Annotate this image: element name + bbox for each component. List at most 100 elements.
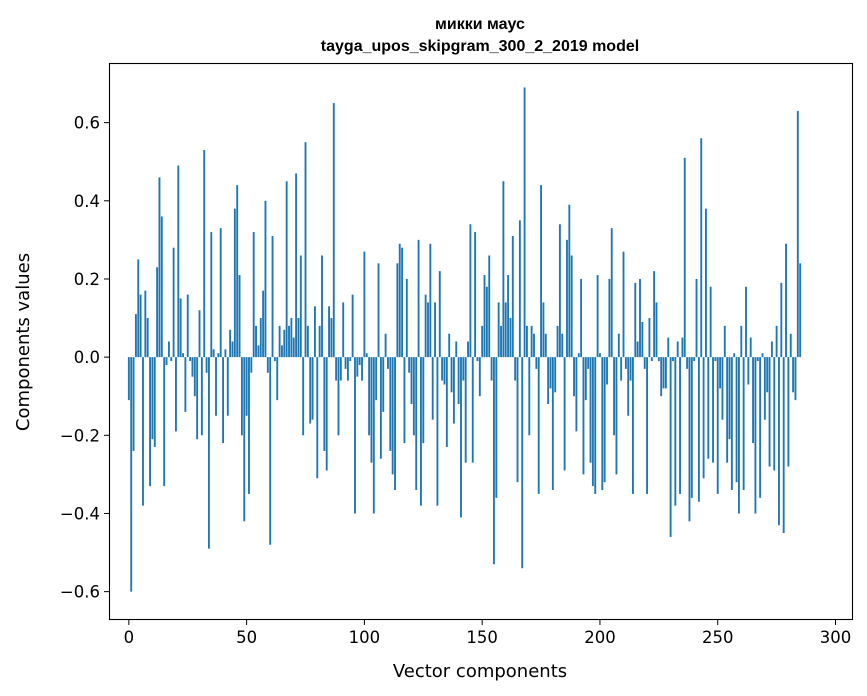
- bar: [295, 173, 298, 358]
- y-tick-label: 0.6: [74, 114, 100, 133]
- bar: [518, 220, 521, 358]
- bar: [591, 357, 594, 487]
- y-tick-label: 0.2: [74, 270, 100, 289]
- bar: [474, 232, 477, 358]
- bar: [714, 357, 717, 362]
- bar: [509, 318, 512, 358]
- bar: [212, 349, 215, 358]
- bar: [455, 341, 458, 358]
- bar: [382, 357, 385, 412]
- bar: [752, 357, 754, 444]
- bar: [460, 357, 462, 518]
- bar: [761, 353, 764, 358]
- plot-frame: [108, 62, 854, 621]
- chart-subtitle: tayga_upos_skipgram_300_2_2019 model: [321, 38, 639, 55]
- bar: [584, 357, 587, 401]
- x-axis-label: Vector components: [393, 661, 567, 682]
- bar: [387, 357, 389, 369]
- bar: [205, 357, 208, 373]
- bar: [789, 333, 792, 358]
- bar: [427, 302, 429, 358]
- bar: [309, 357, 312, 424]
- bar: [358, 357, 361, 365]
- bar: [792, 357, 795, 393]
- bar: [441, 357, 444, 381]
- bar: [773, 357, 776, 471]
- bar: [601, 357, 604, 491]
- bar: [476, 357, 479, 362]
- bar: [200, 357, 203, 436]
- x-tick-label: 0: [124, 628, 135, 647]
- bar: [142, 357, 144, 506]
- bar: [394, 357, 396, 491]
- bar: [544, 333, 547, 358]
- bar: [262, 290, 265, 358]
- bar: [175, 357, 177, 432]
- bar: [785, 243, 787, 358]
- bar: [528, 357, 531, 436]
- y-tick-label: −0.6: [60, 583, 100, 602]
- bar: [535, 357, 538, 369]
- bar: [662, 357, 665, 389]
- bar: [471, 357, 474, 463]
- bar: [719, 357, 722, 389]
- bar: [782, 357, 785, 534]
- x-tick-label: 150: [466, 628, 498, 647]
- bar: [356, 357, 359, 377]
- bar: [525, 325, 528, 358]
- bar: [686, 357, 689, 369]
- bar: [210, 232, 213, 358]
- bar: [224, 349, 227, 358]
- bar: [624, 357, 627, 369]
- bar: [523, 87, 526, 358]
- bar: [252, 232, 255, 358]
- bar: [346, 357, 349, 381]
- y-tick-label: −0.2: [60, 426, 100, 445]
- bar: [681, 337, 684, 358]
- bar: [617, 333, 620, 358]
- bar: [587, 357, 590, 369]
- bar: [530, 325, 533, 358]
- bar: [290, 318, 293, 358]
- bar: [273, 357, 276, 362]
- bar: [728, 357, 731, 440]
- bar: [160, 216, 163, 358]
- bar: [363, 251, 366, 358]
- bar: [375, 357, 378, 401]
- bar: [250, 357, 253, 373]
- bar: [639, 278, 641, 358]
- bar: [445, 357, 448, 448]
- bar: [285, 181, 288, 358]
- bar: [589, 357, 592, 463]
- bar: [419, 357, 422, 506]
- bar: [641, 321, 644, 358]
- bar: [288, 325, 290, 358]
- bar: [368, 357, 371, 436]
- x-axis-ticks: 0 50 100 150 200 250 300: [124, 619, 851, 647]
- bar: [137, 259, 140, 358]
- bar: [566, 239, 568, 358]
- bar: [495, 357, 498, 498]
- bar: [702, 357, 705, 479]
- bar: [622, 251, 625, 358]
- bar: [549, 357, 552, 389]
- bar: [573, 357, 575, 397]
- bar: [163, 357, 166, 487]
- bar: [733, 353, 736, 358]
- y-tick-label: −0.4: [60, 504, 100, 523]
- bar: [193, 357, 196, 397]
- bar: [653, 271, 656, 358]
- y-tick-label: 0.4: [74, 192, 100, 211]
- bar: [415, 357, 418, 491]
- bar: [669, 357, 672, 537]
- bar: [170, 357, 173, 362]
- bar: [207, 357, 210, 549]
- bar: [311, 357, 314, 420]
- bar: [304, 142, 307, 358]
- bar: [631, 357, 634, 494]
- y-axis-label: Components values: [13, 253, 34, 431]
- bar: [134, 314, 137, 358]
- bar: [179, 298, 182, 358]
- bar: [422, 357, 425, 444]
